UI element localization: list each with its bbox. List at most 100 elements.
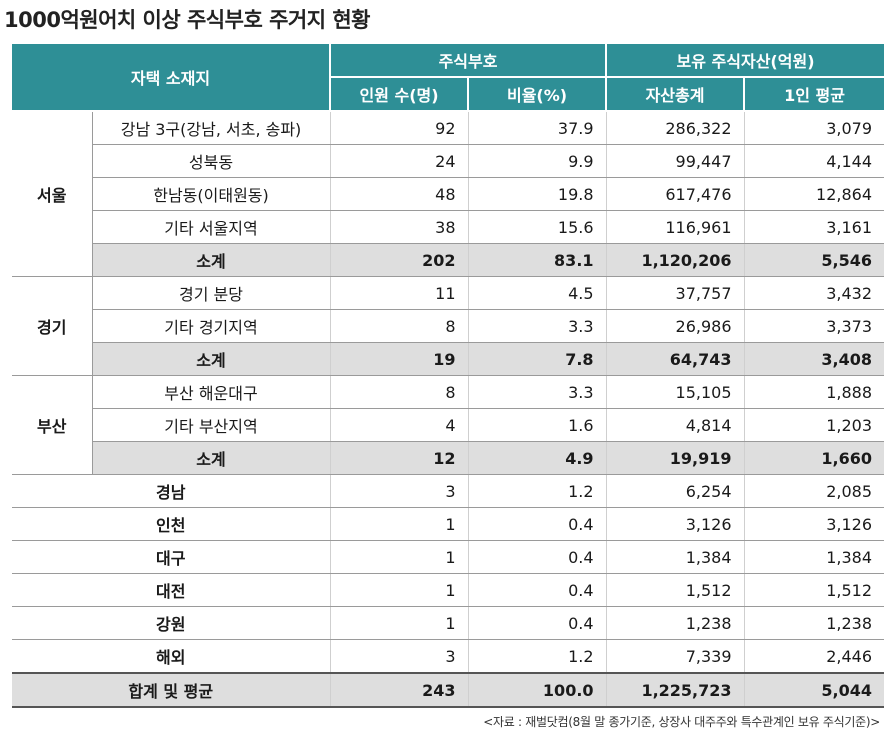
table-row: 서울 강남 3구(강남, 서초, 송파) 92 37.9 286,322 3,0…	[12, 111, 885, 277]
row-assets: 1,120,206	[606, 243, 745, 277]
row-avg: 1,660	[744, 441, 885, 475]
row-ratio: 19.8	[468, 177, 607, 211]
row-ratio: 1.2	[468, 639, 607, 674]
row-avg: 1,384	[744, 540, 885, 574]
header-row-1: 자택 소재지 주식부호 보유 주식자산(억원)	[12, 44, 885, 112]
row-ratio: 9.9	[468, 144, 607, 178]
row-avg: 1,512	[744, 573, 885, 607]
row-assets: 64,743	[606, 342, 745, 376]
row-ratio: 4.5	[468, 276, 607, 310]
row-assets: 37,757	[606, 276, 745, 310]
row-ratio: 7.8	[468, 342, 607, 376]
row-assets: 7,339	[606, 639, 745, 674]
row-avg: 2,085	[744, 474, 885, 508]
total-row: 합계 및 평균 243 100.0 1,225,723 5,044	[12, 672, 885, 708]
row-name: 인천	[12, 507, 331, 541]
row-ratio: 100.0	[468, 672, 607, 708]
subtotal-row: 소계 12 4.9 19,919 1,660	[12, 441, 885, 475]
row-avg: 1,238	[744, 606, 885, 640]
row-assets: 1,384	[606, 540, 745, 574]
row-avg: 3,373	[744, 309, 885, 343]
subtotal-row: 소계 19 7.8 64,743 3,408	[12, 342, 885, 376]
row-ratio: 0.4	[468, 606, 607, 640]
header-ratio: 비율(%)	[468, 77, 608, 112]
row-avg: 5,044	[744, 672, 885, 708]
row-count: 3	[330, 639, 469, 674]
row-avg: 1,203	[744, 408, 885, 442]
row-count: 1	[330, 540, 469, 574]
row-count: 243	[330, 672, 469, 708]
row-name: 강원	[12, 606, 331, 640]
row-count: 1	[330, 507, 469, 541]
row-count: 12	[330, 441, 469, 475]
row-avg: 3,432	[744, 276, 885, 310]
row-assets: 116,961	[606, 210, 745, 244]
subtotal-row: 소계 202 83.1 1,120,206 5,546	[12, 243, 885, 277]
row-name: 경기 분당	[92, 276, 331, 310]
row-assets: 617,476	[606, 177, 745, 211]
row-name: 기타 서울지역	[92, 210, 331, 244]
region-gyeonggi: 경기	[12, 276, 93, 376]
row-avg: 1,888	[744, 375, 885, 409]
row-assets: 4,814	[606, 408, 745, 442]
row-assets: 1,512	[606, 573, 745, 607]
row-avg: 3,126	[744, 507, 885, 541]
row-avg: 3,408	[744, 342, 885, 376]
header-avg: 1인 평균	[744, 77, 885, 112]
row-avg: 4,144	[744, 144, 885, 178]
row-avg: 12,864	[744, 177, 885, 211]
row-ratio: 15.6	[468, 210, 607, 244]
row-ratio: 1.6	[468, 408, 607, 442]
row-avg: 3,079	[744, 111, 885, 145]
header-row-2: 인원 수(명) 비율(%) 자산총계 1인 평균	[12, 77, 885, 112]
row-name: 대구	[12, 540, 331, 574]
row-assets: 19,919	[606, 441, 745, 475]
row-ratio: 83.1	[468, 243, 607, 277]
table-row: 기타 경기지역 8 3.3 26,986 3,373	[12, 309, 885, 343]
row-name: 해외	[12, 639, 331, 674]
row-ratio: 3.3	[468, 375, 607, 409]
row-count: 8	[330, 375, 469, 409]
table-row: 강원 1 0.4 1,238 1,238	[12, 606, 885, 640]
table-row: 대구 1 0.4 1,384 1,384	[12, 540, 885, 574]
table-row: 한남동(이태원동) 48 19.8 617,476 12,864	[12, 177, 885, 211]
row-name: 기타 부산지역	[92, 408, 331, 442]
row-name: 소계	[92, 243, 331, 277]
row-count: 3	[330, 474, 469, 508]
row-ratio: 0.4	[468, 507, 607, 541]
header-rich-group: 주식부호	[330, 44, 608, 78]
row-assets: 3,126	[606, 507, 745, 541]
row-name: 한남동(이태원동)	[92, 177, 331, 211]
row-name: 강남 3구(강남, 서초, 송파)	[92, 111, 331, 145]
table-row: 경기 경기 분당 11 4.5 37,757 3,432	[12, 276, 885, 376]
row-assets: 99,447	[606, 144, 745, 178]
table-row: 인천 1 0.4 3,126 3,126	[12, 507, 885, 541]
row-name: 소계	[92, 342, 331, 376]
row-count: 38	[330, 210, 469, 244]
row-count: 19	[330, 342, 469, 376]
row-count: 1	[330, 606, 469, 640]
table-row: 대전 1 0.4 1,512 1,512	[12, 573, 885, 607]
table-row: 해외 3 1.2 7,339 2,446	[12, 639, 885, 674]
page-title: 1000억원어치 이상 주식부호 주거지 현황	[4, 8, 371, 32]
row-name: 부산 해운대구	[92, 375, 331, 409]
source-note: <자료 : 재벌닷컴(8월 말 종가기준, 상장사 대주주와 특수관계인 보유 …	[483, 715, 880, 729]
row-count: 8	[330, 309, 469, 343]
row-name: 경남	[12, 474, 331, 508]
row-ratio: 0.4	[468, 573, 607, 607]
header-asset-group: 보유 주식자산(억원)	[606, 44, 885, 78]
row-count: 92	[330, 111, 469, 145]
region-seoul: 서울	[12, 111, 93, 277]
row-name: 대전	[12, 573, 331, 607]
row-avg: 3,161	[744, 210, 885, 244]
row-assets: 15,105	[606, 375, 745, 409]
row-avg: 5,546	[744, 243, 885, 277]
row-count: 4	[330, 408, 469, 442]
row-ratio: 1.2	[468, 474, 607, 508]
row-assets: 286,322	[606, 111, 745, 145]
row-ratio: 0.4	[468, 540, 607, 574]
row-name: 성북동	[92, 144, 331, 178]
table-row: 기타 부산지역 4 1.6 4,814 1,203	[12, 408, 885, 442]
row-assets: 26,986	[606, 309, 745, 343]
row-name: 합계 및 평균	[12, 672, 331, 708]
